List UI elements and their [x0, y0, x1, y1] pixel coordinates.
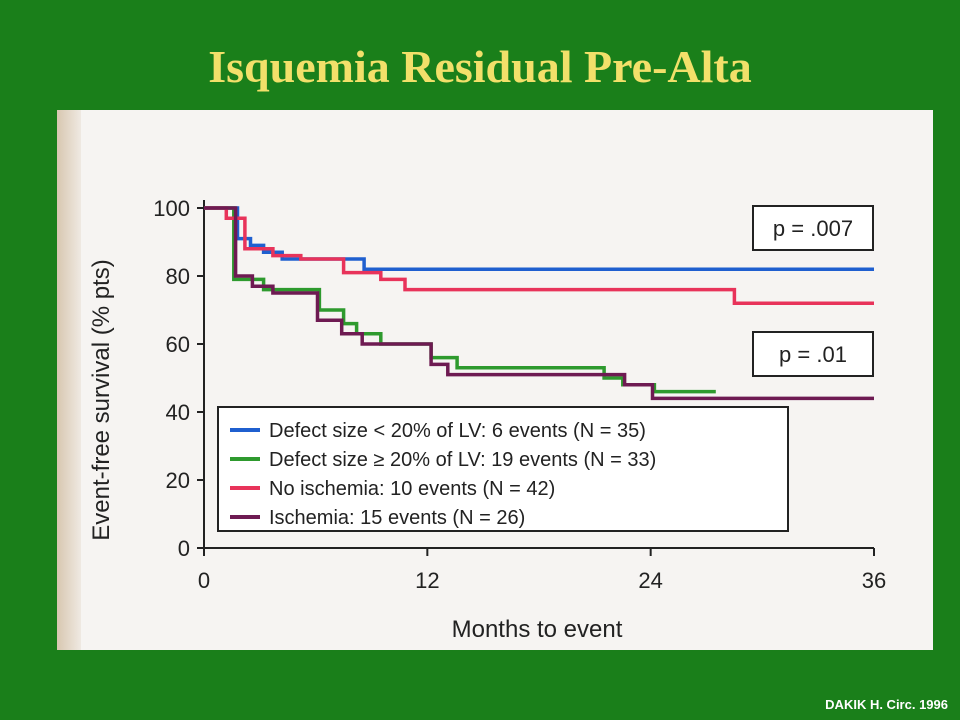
legend-label-2: No ischemia: 10 events (N = 42): [269, 478, 555, 500]
slide-title: Isquemia Residual Pre-Alta: [208, 41, 752, 92]
x-axis-title: Months to event: [452, 616, 623, 643]
y-ticks: 0 20 40 60 80 100: [153, 196, 204, 561]
y-tick-label: 80: [166, 264, 190, 289]
y-axis-title: Event-free survival (% pts): [88, 259, 115, 540]
legend-items: Defect size < 20% of LV: 6 events (N = 3…: [230, 420, 656, 529]
x-tick-label: 0: [198, 568, 210, 593]
x-tick-label: 36: [862, 568, 886, 593]
y-tick-label: 100: [153, 196, 190, 221]
series-line-1: [204, 206, 716, 394]
legend-label-1: Defect size ≥ 20% of LV: 19 events (N = …: [269, 449, 656, 471]
p-value-1: p = .007: [773, 216, 853, 241]
legend-label-3: Ischemia: 15 events (N = 26): [269, 507, 525, 529]
y-tick-label: 60: [166, 332, 190, 357]
p-value-box-2: p = .01: [752, 331, 874, 377]
x-tick-label: 12: [415, 568, 439, 593]
series-line-2: [204, 206, 874, 305]
axes-layer: [203, 200, 874, 549]
legend-label-0: Defect size < 20% of LV: 6 events (N = 3…: [269, 420, 646, 442]
series-lines: [204, 206, 874, 401]
y-tick-label: 20: [166, 468, 190, 493]
survival-chart: 0 20 40 60 80 100 0 12 24 36 Event-free survival…: [88, 196, 886, 643]
citation: DAKIK H. Circ. 1996: [825, 697, 948, 712]
x-ticks: 0 12 24 36: [198, 548, 886, 593]
x-tick-label: 24: [638, 568, 662, 593]
p-value-2: p = .01: [779, 342, 847, 367]
series-line-0: [204, 206, 874, 271]
figure-panel: 0 20 40 60 80 100 0 12 24 36 Event-free survival…: [57, 110, 933, 650]
p-value-box-1: p = .007: [752, 205, 874, 251]
y-tick-label: 0: [178, 536, 190, 561]
legend: Defect size < 20% of LV: 6 events (N = 3…: [217, 406, 789, 532]
y-tick-label: 40: [166, 400, 190, 425]
page-edge-shading: [57, 110, 81, 650]
series-line-3: [204, 206, 874, 401]
